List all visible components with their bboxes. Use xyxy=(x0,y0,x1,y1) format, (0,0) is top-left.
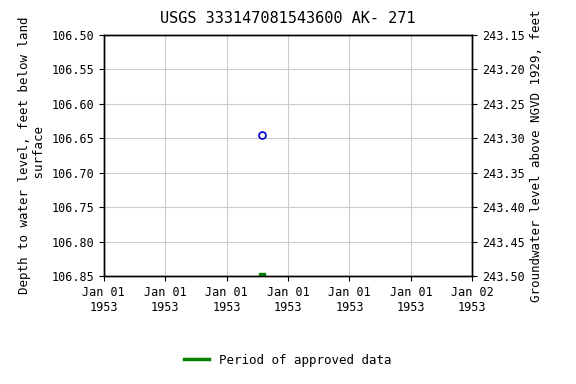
Legend: Period of approved data: Period of approved data xyxy=(179,349,397,372)
Title: USGS 333147081543600 AK- 271: USGS 333147081543600 AK- 271 xyxy=(160,12,416,26)
Y-axis label: Depth to water level, feet below land
 surface: Depth to water level, feet below land su… xyxy=(18,17,46,294)
Y-axis label: Groundwater level above NGVD 1929, feet: Groundwater level above NGVD 1929, feet xyxy=(530,9,543,302)
